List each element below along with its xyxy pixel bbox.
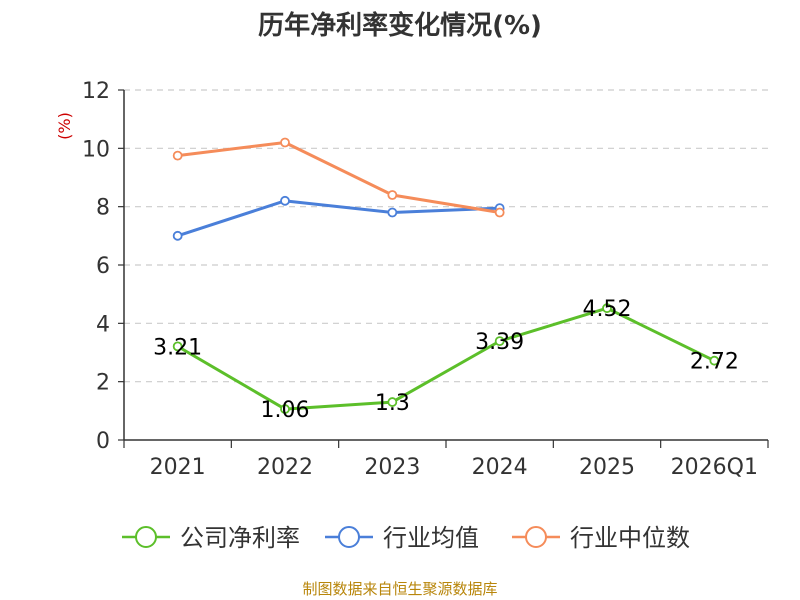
series-line-1 <box>177 199 500 238</box>
data-label: 2.72 <box>690 350 739 375</box>
chart-title: 历年净利率变化情况(%) <box>258 10 542 41</box>
data-point <box>172 341 183 352</box>
data-point <box>602 303 612 314</box>
legend-label: 公司净利率 <box>180 524 300 552</box>
data-point <box>387 207 398 218</box>
data-point <box>387 397 398 407</box>
y-tick-label: 8 <box>96 196 110 221</box>
y-tick-label: 6 <box>96 254 110 279</box>
axes: 0 2 4 6 8 10 12 2021 2022 2023 2024 2025 2026Q1 <box>82 79 769 480</box>
y-tick-label: 4 <box>96 312 110 337</box>
y-tick-label: 10 <box>82 137 110 162</box>
series-line-2 <box>177 141 500 214</box>
data-point <box>172 150 183 161</box>
legend-marker <box>338 526 360 548</box>
data-label: 3.21 <box>153 335 202 360</box>
x-tick-label: 2025 <box>579 455 635 480</box>
data-point <box>172 230 183 241</box>
legend-marker <box>135 526 157 548</box>
legend-marker <box>525 526 547 548</box>
data-point <box>494 207 505 218</box>
data-point <box>280 195 290 206</box>
data-point <box>387 190 398 200</box>
series-lines: 3.21 1.06 1.3 3.39 4.52 2.72 <box>153 137 739 423</box>
x-tick-label: 2022 <box>257 455 313 480</box>
y-tick-label: 12 <box>82 79 110 104</box>
x-tick-label: 2024 <box>472 455 528 480</box>
data-point <box>280 137 290 148</box>
grid-lines <box>124 89 768 383</box>
data-point <box>709 355 720 366</box>
data-label: 1.3 <box>375 391 410 416</box>
data-point <box>494 336 505 347</box>
series-line-0 <box>176 306 715 411</box>
data-label: 4.52 <box>583 297 632 322</box>
data-point <box>280 404 290 414</box>
y-axis-unit: (%) <box>55 112 74 140</box>
legend-label: 行业均值 <box>383 524 479 552</box>
y-tick-label: 0 <box>96 429 110 454</box>
legend-label: 行业中位数 <box>570 524 690 552</box>
x-tick-label: 2021 <box>150 455 206 480</box>
source-note: 制图数据来自恒生聚源数据库 <box>302 580 497 598</box>
y-tick-label: 2 <box>96 371 110 396</box>
x-tick-label: 2023 <box>364 455 420 480</box>
data-label: 1.06 <box>261 398 310 423</box>
x-tick-label: 2026Q1 <box>671 455 758 480</box>
legend: 公司净利率 行业均值 行业中位数 <box>122 524 690 552</box>
data-label: 3.39 <box>475 330 524 355</box>
